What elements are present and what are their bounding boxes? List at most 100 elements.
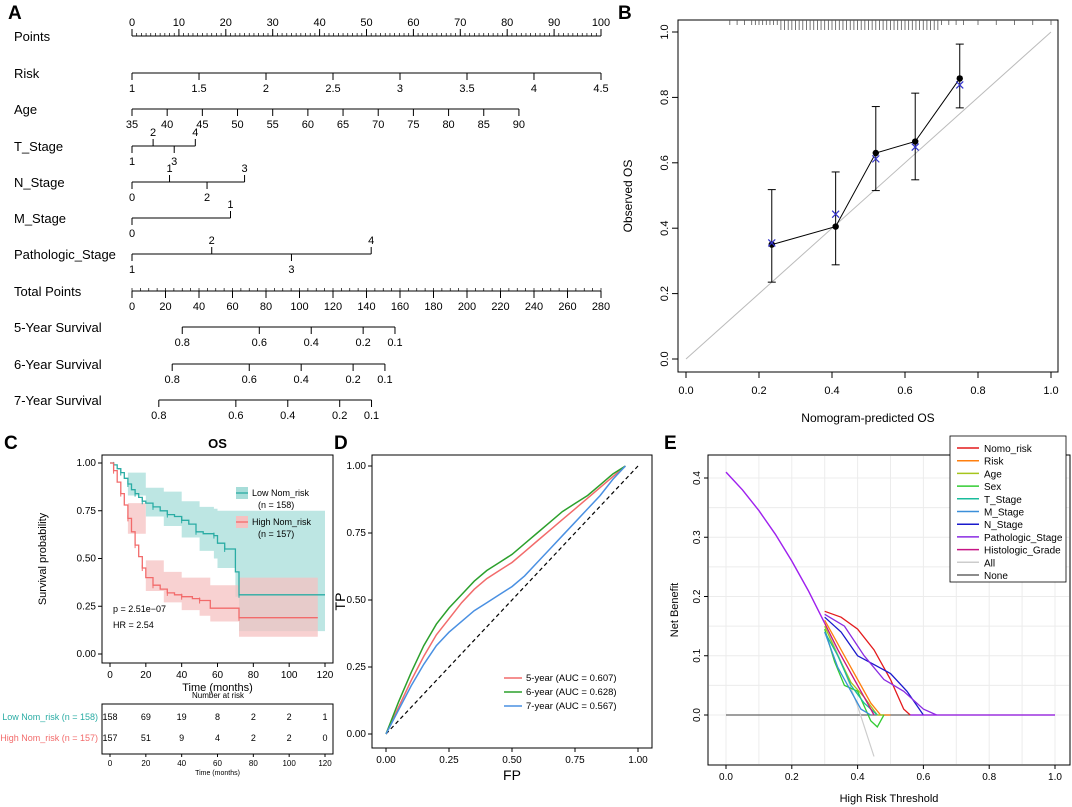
km-legend-label: Low Nom_risk — [252, 488, 310, 498]
roc-legend-label: 6-year (AUC = 0.628) — [526, 687, 617, 698]
roc-y-tick-label: 0.75 — [347, 528, 367, 539]
roc-y-tick-label: 0.50 — [347, 595, 367, 606]
nomogram-tick-label: 80 — [260, 301, 272, 313]
nomogram-tick-label: 65 — [337, 119, 349, 131]
calibration-curve — [771, 78, 961, 246]
nomogram-tick-label: 100 — [592, 17, 610, 29]
risk-table-cell: 8 — [215, 712, 220, 722]
km-panel: OS0 20 40 60 80 100 1200.000.250.500.751.00Tim… — [0, 436, 334, 777]
roc-x-tick-label: 0.00 — [376, 755, 396, 766]
nomogram-tick-label: 1.5 — [191, 83, 206, 95]
nomogram-tick-label: 0.6 — [252, 337, 267, 349]
km-legend-n: (n = 157) — [258, 529, 294, 539]
calibration-point — [956, 75, 963, 82]
km-survival-curve — [110, 462, 318, 619]
panel-label-d: D — [334, 433, 348, 454]
km-hr: HR = 2.54 — [113, 620, 154, 630]
nomogram-tick-label: 10 — [173, 17, 185, 29]
risk-table-cell: 2 — [287, 733, 292, 743]
nomogram-tick-label: 40 — [193, 301, 205, 313]
nomogram-tick-label: 3 — [241, 163, 247, 175]
dca-y-label: Net Benefit — [669, 583, 681, 637]
risk-table-row-label: Low Nom_risk (n = 158) — [2, 712, 98, 722]
risk-table-cell: 157 — [102, 733, 117, 743]
roc-panel: 0.00 0.25 0.50 0.75 1.00 0.00 0.25 0.50 0.75 1.00… — [332, 454, 653, 783]
dca-curve — [824, 628, 885, 728]
nomogram-tick-label: 1 — [129, 156, 135, 168]
km-title: OS — [208, 436, 227, 451]
calibration-frame — [677, 19, 1059, 373]
nomogram-tick-label: 20 — [220, 17, 232, 29]
nomogram-tick-label: 0.8 — [151, 410, 166, 422]
km-y-tick-label: 1.00 — [77, 458, 97, 469]
nomogram-row-label: M_Stage — [14, 211, 66, 226]
calibration-x-tick-label: 0.2 — [751, 385, 766, 397]
calibration-y-tick-label: 0.6 — [659, 155, 671, 170]
km-ci-band — [110, 463, 318, 637]
nomogram-tick-label: 240 — [525, 301, 543, 313]
km-x-tick-label: 120 — [317, 670, 334, 681]
nomogram-row-label: N_Stage — [14, 175, 65, 190]
risk-table-cell: 2 — [287, 712, 292, 722]
risk-table-x-tick-label: 20 — [141, 759, 150, 768]
nomogram-tick-label: 3 — [397, 83, 403, 95]
risk-table-cell: 9 — [179, 733, 184, 743]
risk-table-cell: 0 — [322, 733, 327, 743]
nomogram-row-label: 7-Year Survival — [14, 393, 102, 408]
calibration-y-tick-label: 0.4 — [659, 221, 671, 236]
km-pvalue: p = 2.51e−07 — [113, 604, 166, 614]
nomogram-tick-label: 2 — [150, 127, 156, 139]
dca-curve — [824, 613, 937, 716]
calibration-x-label: Nomogram-predicted OS — [801, 411, 934, 425]
calibration-corrected-point — [831, 210, 840, 219]
km-legend-n: (n = 158) — [258, 500, 294, 510]
calibration-x-tick-label: 0.6 — [897, 385, 912, 397]
calibration-panel: 0.0 0.2 0.4 0.6 0.8 1.0 0.0 0.2 0.4 0.6 0.8 1.0 Nomo… — [621, 19, 1059, 425]
nomogram-tick-label: 70 — [454, 17, 466, 29]
dca-legend-label: Histologic_Grade — [984, 546, 1061, 557]
dca-legend-label: Risk — [984, 457, 1004, 468]
nomogram-tick-label: 50 — [360, 17, 372, 29]
dca-x-tick-label: 0.2 — [785, 772, 799, 783]
nomogram-tick-label: 60 — [226, 301, 238, 313]
risk-table-cell: 2 — [251, 733, 256, 743]
calibration-x-tick-label: 0.4 — [824, 385, 839, 397]
dca-panel: 0.0 0.2 0.4 0.6 0.8 1.0 0.0 0.1 0.2 0.3 0.4 High Ri… — [669, 435, 1071, 805]
panel-label-e: E — [664, 433, 677, 454]
dca-x-tick-label: 0.8 — [982, 772, 996, 783]
nomogram-tick-label: 90 — [513, 119, 525, 131]
nomogram-tick-label: 2.5 — [325, 83, 340, 95]
nomogram-tick-label: 2 — [209, 235, 215, 247]
calibration-y-label: Observed OS — [621, 160, 635, 233]
dca-y-tick-label: 0.4 — [692, 471, 703, 485]
nomogram-tick-label: 0.4 — [304, 337, 319, 349]
dca-legend-label: Sex — [984, 482, 1001, 493]
nomogram-tick-label: 0 — [129, 301, 135, 313]
nomogram-tick-label: 70 — [372, 119, 384, 131]
calibration-corrected-point — [955, 81, 964, 89]
nomogram-tick-label: 1 — [129, 83, 135, 95]
nomogram-tick-label: 140 — [357, 301, 375, 313]
nomogram-tick-label: 4.5 — [593, 83, 608, 95]
dca-curve — [824, 625, 884, 716]
nomogram-tick-label: 50 — [231, 119, 243, 131]
calibration-y-tick-label: 0.2 — [659, 286, 671, 301]
dca-y-tick-label: 0.1 — [692, 648, 703, 662]
nomogram-tick-label: 0.1 — [377, 374, 392, 386]
dca-x-label: High Risk Threshold — [840, 793, 939, 805]
dca-legend-label: T_Stage — [984, 495, 1022, 506]
dca-all-line — [725, 471, 875, 757]
nomogram-tick-label: 60 — [302, 119, 314, 131]
risk-table-x-tick-label: 0 — [108, 759, 113, 768]
calibration-x-tick-label: 1.0 — [1043, 385, 1058, 397]
nomogram-tick-label: 40 — [161, 119, 173, 131]
roc-y-tick-label: 0.00 — [347, 729, 367, 740]
nomogram-tick-label: 4 — [531, 83, 537, 95]
nomogram-tick-label: 100 — [290, 301, 308, 313]
risk-table-x-tick-label: 60 — [213, 759, 222, 768]
calibration-corrected-point — [911, 143, 920, 152]
nomogram-tick-label: 0 — [129, 17, 135, 29]
dca-curve — [824, 631, 878, 716]
nomogram-tick-label: 0 — [129, 228, 135, 240]
km-y-tick-label: 0.75 — [77, 506, 97, 517]
